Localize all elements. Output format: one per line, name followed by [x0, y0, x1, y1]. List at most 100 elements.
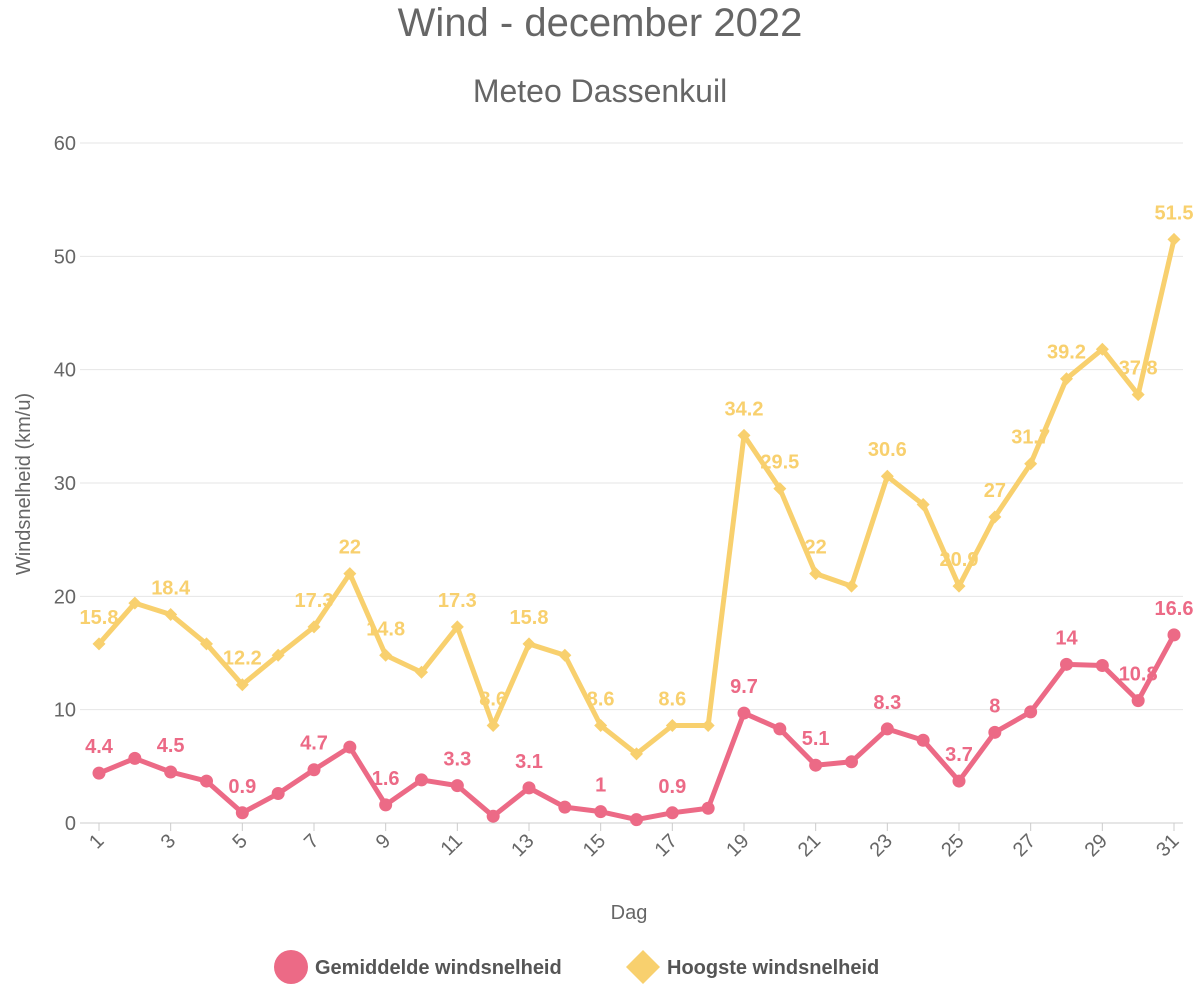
x-tick-label: 17 [651, 830, 682, 861]
data-point[interactable] [235, 678, 249, 692]
data-point[interactable] [92, 637, 106, 651]
data-point[interactable] [558, 648, 572, 662]
data-point[interactable] [307, 620, 321, 634]
data-point[interactable] [952, 774, 966, 788]
data-point[interactable] [665, 719, 679, 733]
data-point[interactable] [522, 781, 536, 795]
x-tick-label: 29 [1081, 830, 1112, 861]
data-label: 14 [1055, 627, 1078, 649]
data-point[interactable] [952, 579, 966, 593]
data-point[interactable] [594, 719, 608, 733]
data-point[interactable] [343, 567, 357, 581]
data-point[interactable] [522, 637, 536, 651]
data-label: 30.6 [868, 439, 907, 461]
data-point[interactable] [880, 722, 894, 736]
data-point[interactable] [486, 809, 500, 823]
data-point[interactable] [379, 648, 393, 662]
data-point[interactable] [1167, 628, 1181, 642]
data-labels: 4.4 4.5 0.9 4.7 1.6 3.3 3.1 1 0.9 9.7 5.1 8.3 3.7 8 14… [80, 202, 1194, 797]
data-point[interactable] [737, 706, 751, 720]
data-label: 18.4 [151, 577, 191, 599]
data-point[interactable] [630, 747, 643, 761]
data-point[interactable] [415, 665, 428, 679]
data-point[interactable] [200, 774, 213, 788]
x-axis-ticks: 1 3 5 7 9 11 13 15 17 19 21 23 25 27 29 31 [85, 823, 1184, 861]
data-point[interactable] [343, 740, 357, 754]
data-point[interactable] [271, 787, 285, 801]
x-tick-label: 13 [507, 830, 538, 861]
data-point[interactable] [450, 779, 464, 793]
data-label: 4.5 [157, 735, 185, 757]
data-label: 5.1 [802, 728, 830, 750]
data-point[interactable] [1024, 457, 1038, 471]
data-point[interactable] [92, 766, 106, 780]
y-tick-label: 30 [54, 473, 76, 495]
data-label: 15.8 [80, 607, 119, 629]
data-point[interactable] [1060, 372, 1073, 386]
data-label: 9.7 [730, 676, 758, 698]
data-point[interactable] [235, 806, 249, 820]
data-point[interactable] [128, 751, 142, 765]
data-point[interactable] [128, 596, 142, 610]
data-point[interactable] [845, 755, 858, 769]
data-label: 8.6 [658, 689, 686, 711]
legend-marker-diamond[interactable] [626, 950, 660, 984]
data-point[interactable] [809, 758, 823, 772]
data-point[interactable] [845, 579, 858, 593]
legend: Gemiddelde windsnelheid Hoogste windsnelh… [274, 950, 879, 984]
data-point[interactable] [558, 800, 572, 814]
x-tick-label: 19 [722, 830, 753, 861]
data-label: 17.3 [295, 590, 334, 612]
y-tick-label: 60 [54, 133, 76, 155]
data-point[interactable] [916, 733, 930, 747]
data-label: 8.6 [479, 689, 507, 711]
data-label: 3.1 [515, 751, 543, 773]
data-point[interactable] [1167, 232, 1181, 246]
data-point[interactable] [701, 719, 715, 733]
data-point[interactable] [200, 637, 213, 651]
data-label: 8.6 [587, 689, 615, 711]
data-point[interactable] [773, 722, 787, 736]
data-point[interactable] [773, 482, 787, 496]
data-point[interactable] [594, 805, 608, 819]
data-point[interactable] [271, 648, 285, 662]
data-label: 16.6 [1155, 598, 1194, 620]
y-tick-label: 0 [65, 813, 76, 835]
legend-label[interactable]: Hoogste windsnelheid [667, 957, 879, 979]
gridlines [80, 142, 1183, 824]
legend-marker-circle[interactable] [274, 950, 308, 984]
data-point[interactable] [737, 428, 751, 442]
data-point[interactable] [630, 813, 643, 827]
data-point[interactable] [988, 725, 1002, 739]
data-point[interactable] [1024, 705, 1038, 719]
data-label: 3.3 [443, 749, 471, 771]
data-point[interactable] [1095, 342, 1109, 356]
data-point[interactable] [1131, 694, 1145, 708]
data-point[interactable] [916, 498, 930, 512]
data-label: 10.8 [1119, 664, 1158, 686]
data-point[interactable] [988, 510, 1002, 524]
x-tick-label: 7 [300, 830, 323, 853]
data-point[interactable] [1060, 657, 1073, 671]
data-label: 3.7 [945, 744, 973, 766]
data-point[interactable] [379, 798, 393, 812]
legend-label[interactable]: Gemiddelde windsnelheid [315, 957, 562, 979]
data-point[interactable] [665, 806, 679, 820]
data-point[interactable] [450, 620, 464, 634]
data-point[interactable] [1095, 658, 1109, 672]
data-label: 0.9 [228, 776, 256, 798]
data-point[interactable] [1131, 388, 1145, 402]
series-line [96, 236, 1177, 757]
data-point[interactable] [809, 567, 823, 581]
data-point[interactable] [486, 719, 500, 733]
data-point[interactable] [880, 469, 894, 483]
data-point[interactable] [701, 801, 715, 815]
data-point[interactable] [415, 773, 428, 787]
data-label: 22 [339, 537, 361, 559]
data-point[interactable] [164, 765, 178, 779]
data-label: 1.6 [372, 768, 400, 790]
data-point[interactable] [307, 763, 321, 777]
data-label: 51.5 [1155, 202, 1194, 224]
data-point[interactable] [164, 607, 178, 621]
